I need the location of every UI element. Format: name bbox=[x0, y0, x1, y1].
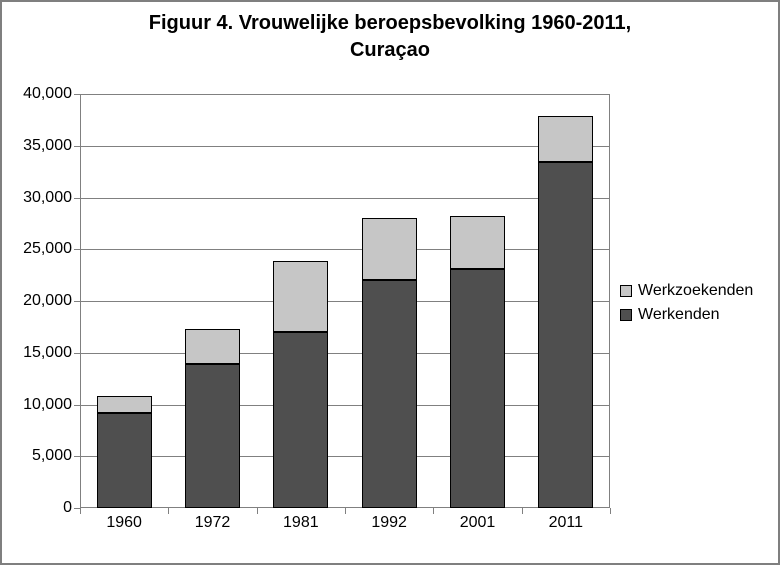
legend: Werkzoekenden Werkenden bbox=[620, 282, 753, 330]
x-tick bbox=[257, 508, 258, 514]
chart-title-line2: Curaçao bbox=[2, 37, 778, 64]
y-axis-label: 40,000 bbox=[23, 85, 72, 103]
chart-title-line1: Figuur 4. Vrouwelijke beroepsbevolking 1… bbox=[2, 10, 778, 37]
legend-item: Werkenden bbox=[620, 306, 753, 324]
bar-segment-werkzoekenden bbox=[538, 116, 593, 163]
y-axis-label: 5,000 bbox=[32, 447, 72, 465]
legend-label: Werkzoekenden bbox=[638, 282, 753, 300]
bar-segment-werkzoekenden bbox=[450, 216, 505, 269]
y-axis-label: 10,000 bbox=[23, 396, 72, 414]
x-axis-label: 2001 bbox=[460, 514, 496, 532]
legend-swatch bbox=[620, 285, 632, 297]
bar-segment-werkenden bbox=[538, 162, 593, 508]
chart-title: Figuur 4. Vrouwelijke beroepsbevolking 1… bbox=[2, 2, 778, 64]
x-tick bbox=[433, 508, 434, 514]
y-axis-label: 0 bbox=[63, 499, 72, 517]
bar-segment-werkenden bbox=[362, 280, 417, 508]
y-axis-label: 25,000 bbox=[23, 240, 72, 258]
y-axis-label: 20,000 bbox=[23, 292, 72, 310]
y-axis-label: 35,000 bbox=[23, 137, 72, 155]
bars bbox=[80, 94, 610, 508]
bar-segment-werkzoekenden bbox=[362, 218, 417, 280]
y-axis-label: 15,000 bbox=[23, 344, 72, 362]
bar-segment-werkzoekenden bbox=[273, 261, 328, 332]
bar-segment-werkenden bbox=[450, 269, 505, 508]
bar-segment-werkzoekenden bbox=[97, 396, 152, 413]
x-axis-label: 1992 bbox=[371, 514, 407, 532]
chart-container: Figuur 4. Vrouwelijke beroepsbevolking 1… bbox=[0, 0, 780, 565]
y-axis-label: 30,000 bbox=[23, 189, 72, 207]
x-axis-label: 1960 bbox=[106, 514, 142, 532]
x-axis-label: 1981 bbox=[283, 514, 319, 532]
bar-segment-werkzoekenden bbox=[185, 329, 240, 364]
x-tick bbox=[345, 508, 346, 514]
legend-item: Werkzoekenden bbox=[620, 282, 753, 300]
x-tick bbox=[80, 508, 81, 514]
x-tick bbox=[610, 508, 611, 514]
x-tick bbox=[168, 508, 169, 514]
bar-segment-werkenden bbox=[97, 413, 152, 508]
x-axis-label: 1972 bbox=[195, 514, 231, 532]
bar-segment-werkenden bbox=[185, 364, 240, 508]
x-tick bbox=[522, 508, 523, 514]
bar-segment-werkenden bbox=[273, 332, 328, 508]
legend-label: Werkenden bbox=[638, 306, 720, 324]
legend-swatch bbox=[620, 309, 632, 321]
plot-area: 05,00010,00015,00020,00025,00030,00035,0… bbox=[80, 94, 610, 508]
x-axis-label: 2011 bbox=[549, 514, 583, 532]
